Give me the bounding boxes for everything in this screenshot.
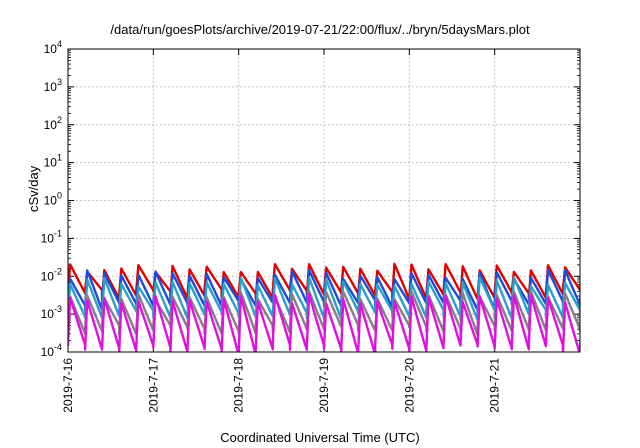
series-line [68,276,580,322]
y-tick-label: 10-2 [41,266,62,283]
x-tick-label: 2019-7-20 [402,358,416,413]
y-tick-label: 10-1 [41,228,62,245]
y-tick-label: 100 [44,191,62,208]
chart-title: /data/run/goesPlots/archive/2019-07-21/2… [110,22,530,37]
x-tick-label: 2019-7-21 [488,358,502,413]
plot-frame [67,48,581,353]
y-tick-label: 101 [44,153,62,170]
series-path [68,276,580,322]
series-path [68,290,580,337]
y-tick-label: 102 [44,115,62,132]
y-tick-label: 104 [44,39,62,56]
series-path [68,293,580,352]
y-tick-label: 10-3 [41,304,62,321]
series-line [68,293,580,352]
series-line [68,262,580,301]
x-tick-label: 2019-7-17 [146,358,160,413]
y-axis-label: cSv/day [26,165,41,212]
series-line [68,290,580,337]
y-tick-label: 103 [44,77,62,94]
y-tick-label: 10-4 [41,342,62,359]
series-path [68,262,580,301]
x-tick-label: 2019-7-19 [317,358,331,413]
x-tick-label: 2019-7-18 [232,358,246,413]
x-tick-label: 2019-7-16 [61,358,75,413]
x-axis-label: Coordinated Universal Time (UTC) [220,430,420,445]
